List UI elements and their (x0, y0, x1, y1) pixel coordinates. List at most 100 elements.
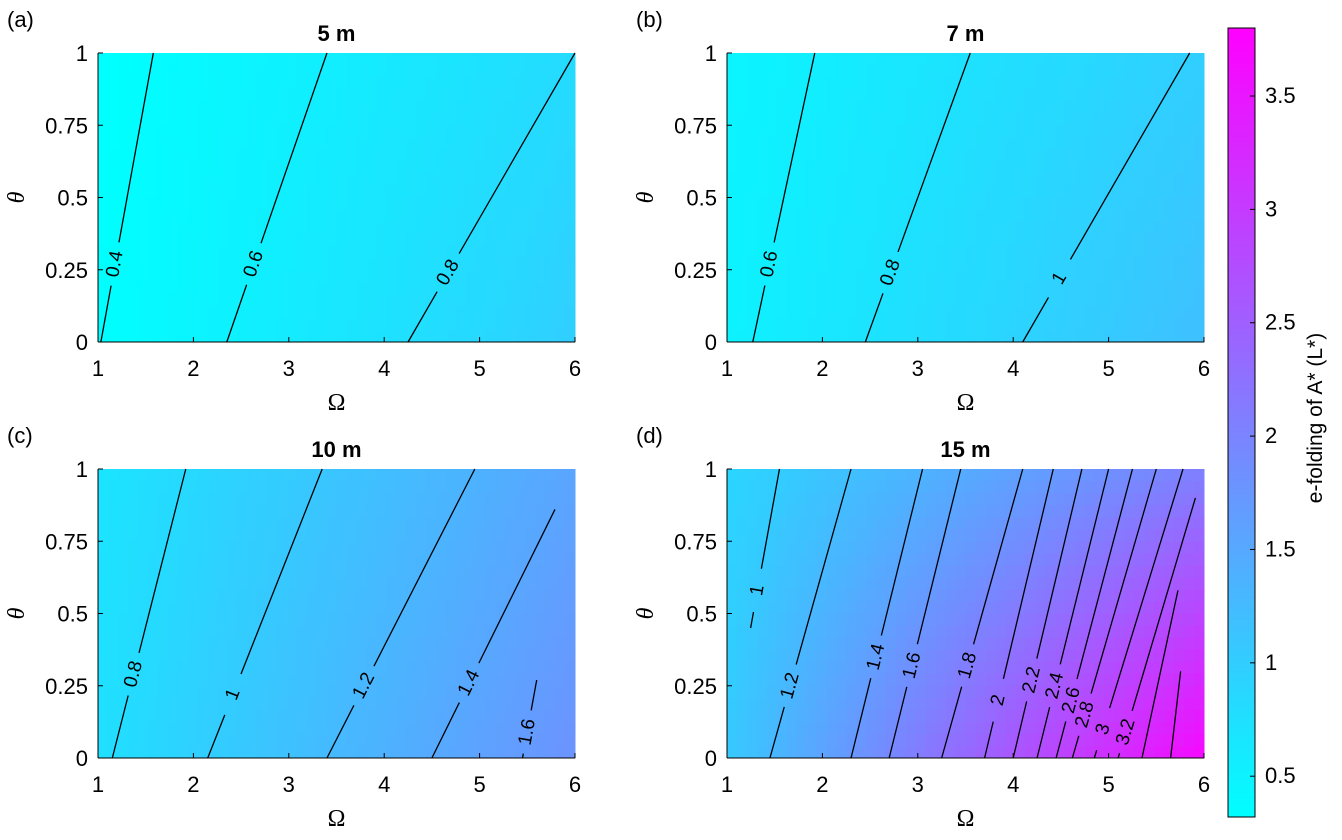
heatmap-cell (157, 233, 169, 247)
heatmap-cell (455, 329, 467, 343)
heatmap-cell (945, 89, 957, 102)
heatmap-cell (485, 101, 497, 114)
heatmap-cell (247, 493, 258, 506)
heatmap-cell (296, 661, 308, 675)
heatmap-cell (505, 685, 516, 699)
heatmap-cell (826, 293, 837, 307)
heatmap-cell (826, 589, 837, 603)
heatmap-cell (197, 197, 208, 211)
heatmap-cell (227, 65, 238, 78)
heatmap-cell (1114, 221, 1126, 235)
heatmap-cell (975, 709, 986, 723)
heatmap-cell (386, 125, 397, 138)
heatmap-cell (286, 293, 298, 307)
heatmap-cell (306, 245, 318, 259)
heatmap-cell (796, 517, 808, 530)
heatmap-cell (306, 745, 318, 759)
heatmap-cell (565, 281, 576, 295)
heatmap-cell (925, 637, 937, 651)
heatmap-cell (455, 53, 467, 66)
heatmap-cell (1124, 625, 1136, 639)
heatmap-cell (565, 601, 576, 615)
y-tick-label: 0.25 (674, 258, 717, 283)
heatmap-cell (886, 577, 897, 591)
heatmap-cell (796, 685, 808, 699)
heatmap-cell (826, 317, 837, 331)
y-axis-label: θ (4, 191, 30, 203)
heatmap-cell (995, 293, 1006, 307)
heatmap-cell (316, 185, 328, 199)
y-tick-label: 0 (76, 746, 88, 771)
heatmap-cell (806, 269, 818, 283)
heatmap-cell (866, 469, 877, 482)
heatmap-cell (455, 589, 467, 603)
heatmap-cell (147, 65, 159, 78)
heatmap-cell (886, 709, 897, 723)
heatmap-cell (1154, 221, 1165, 235)
heatmap-cell (416, 269, 427, 283)
heatmap-cell (776, 541, 788, 554)
heatmap-cell (366, 281, 377, 295)
heatmap-cell (296, 733, 308, 747)
heatmap-cell (127, 673, 139, 687)
heatmap-cell (1154, 269, 1165, 283)
x-tick-label: 1 (92, 356, 104, 381)
heatmap-cell (406, 89, 417, 102)
heatmap-cell (1174, 577, 1185, 591)
heatmap-cell (157, 721, 169, 735)
heatmap-cell (515, 221, 526, 235)
heatmap-cell (455, 293, 467, 307)
heatmap-cell (187, 697, 198, 711)
heatmap-cell (555, 173, 566, 187)
heatmap-cell (756, 317, 768, 331)
heatmap-cell (1054, 329, 1066, 343)
heatmap-cell (736, 257, 748, 271)
heatmap-cell (935, 149, 947, 162)
heatmap-cell (435, 577, 447, 591)
heatmap-cell (346, 101, 357, 114)
heatmap-cell (117, 517, 129, 530)
heatmap-cell (475, 221, 487, 235)
heatmap-cell (336, 233, 348, 247)
heatmap-cell (98, 673, 109, 687)
heatmap-cell (485, 281, 497, 295)
heatmap-cell (1025, 233, 1036, 247)
contour-line (1108, 468, 1184, 709)
heatmap-cell (756, 697, 768, 711)
heatmap-cell (545, 317, 556, 331)
heatmap-cell (935, 637, 947, 651)
heatmap-cell (485, 161, 497, 175)
heatmap-cell (915, 613, 927, 627)
heatmap-cell (905, 589, 917, 603)
heatmap-cell (1154, 661, 1165, 675)
heatmap-cell (886, 317, 897, 331)
heatmap-cell (535, 541, 546, 554)
x-tick-label: 4 (378, 356, 390, 381)
heatmap-cell (396, 245, 407, 259)
heatmap-cell (187, 733, 198, 747)
heatmap-cell (727, 269, 738, 283)
heatmap-cell (406, 733, 417, 747)
heatmap-cell (1154, 233, 1165, 247)
heatmap-cell (247, 149, 258, 162)
heatmap-cell (746, 625, 758, 639)
heatmap-cell (736, 685, 748, 699)
heatmap-cell (1084, 185, 1096, 199)
heatmap-cell (905, 221, 917, 235)
heatmap-cell (177, 613, 189, 627)
heatmap-cell (525, 173, 536, 187)
heatmap-cell (1005, 661, 1016, 675)
heatmap-cell (157, 281, 169, 295)
heatmap-cell (866, 293, 877, 307)
heatmap-cell (266, 317, 278, 331)
heatmap-cell (1054, 661, 1066, 675)
heatmap-cell (286, 89, 298, 102)
heatmap-cell (187, 125, 198, 138)
heatmap-cell (465, 293, 477, 307)
heatmap-cell (495, 529, 507, 542)
heatmap-cell (406, 637, 417, 651)
heatmap-cell (227, 541, 238, 554)
heatmap-cell (336, 113, 348, 126)
heatmap-cell (545, 197, 556, 211)
heatmap-cell (416, 53, 427, 66)
